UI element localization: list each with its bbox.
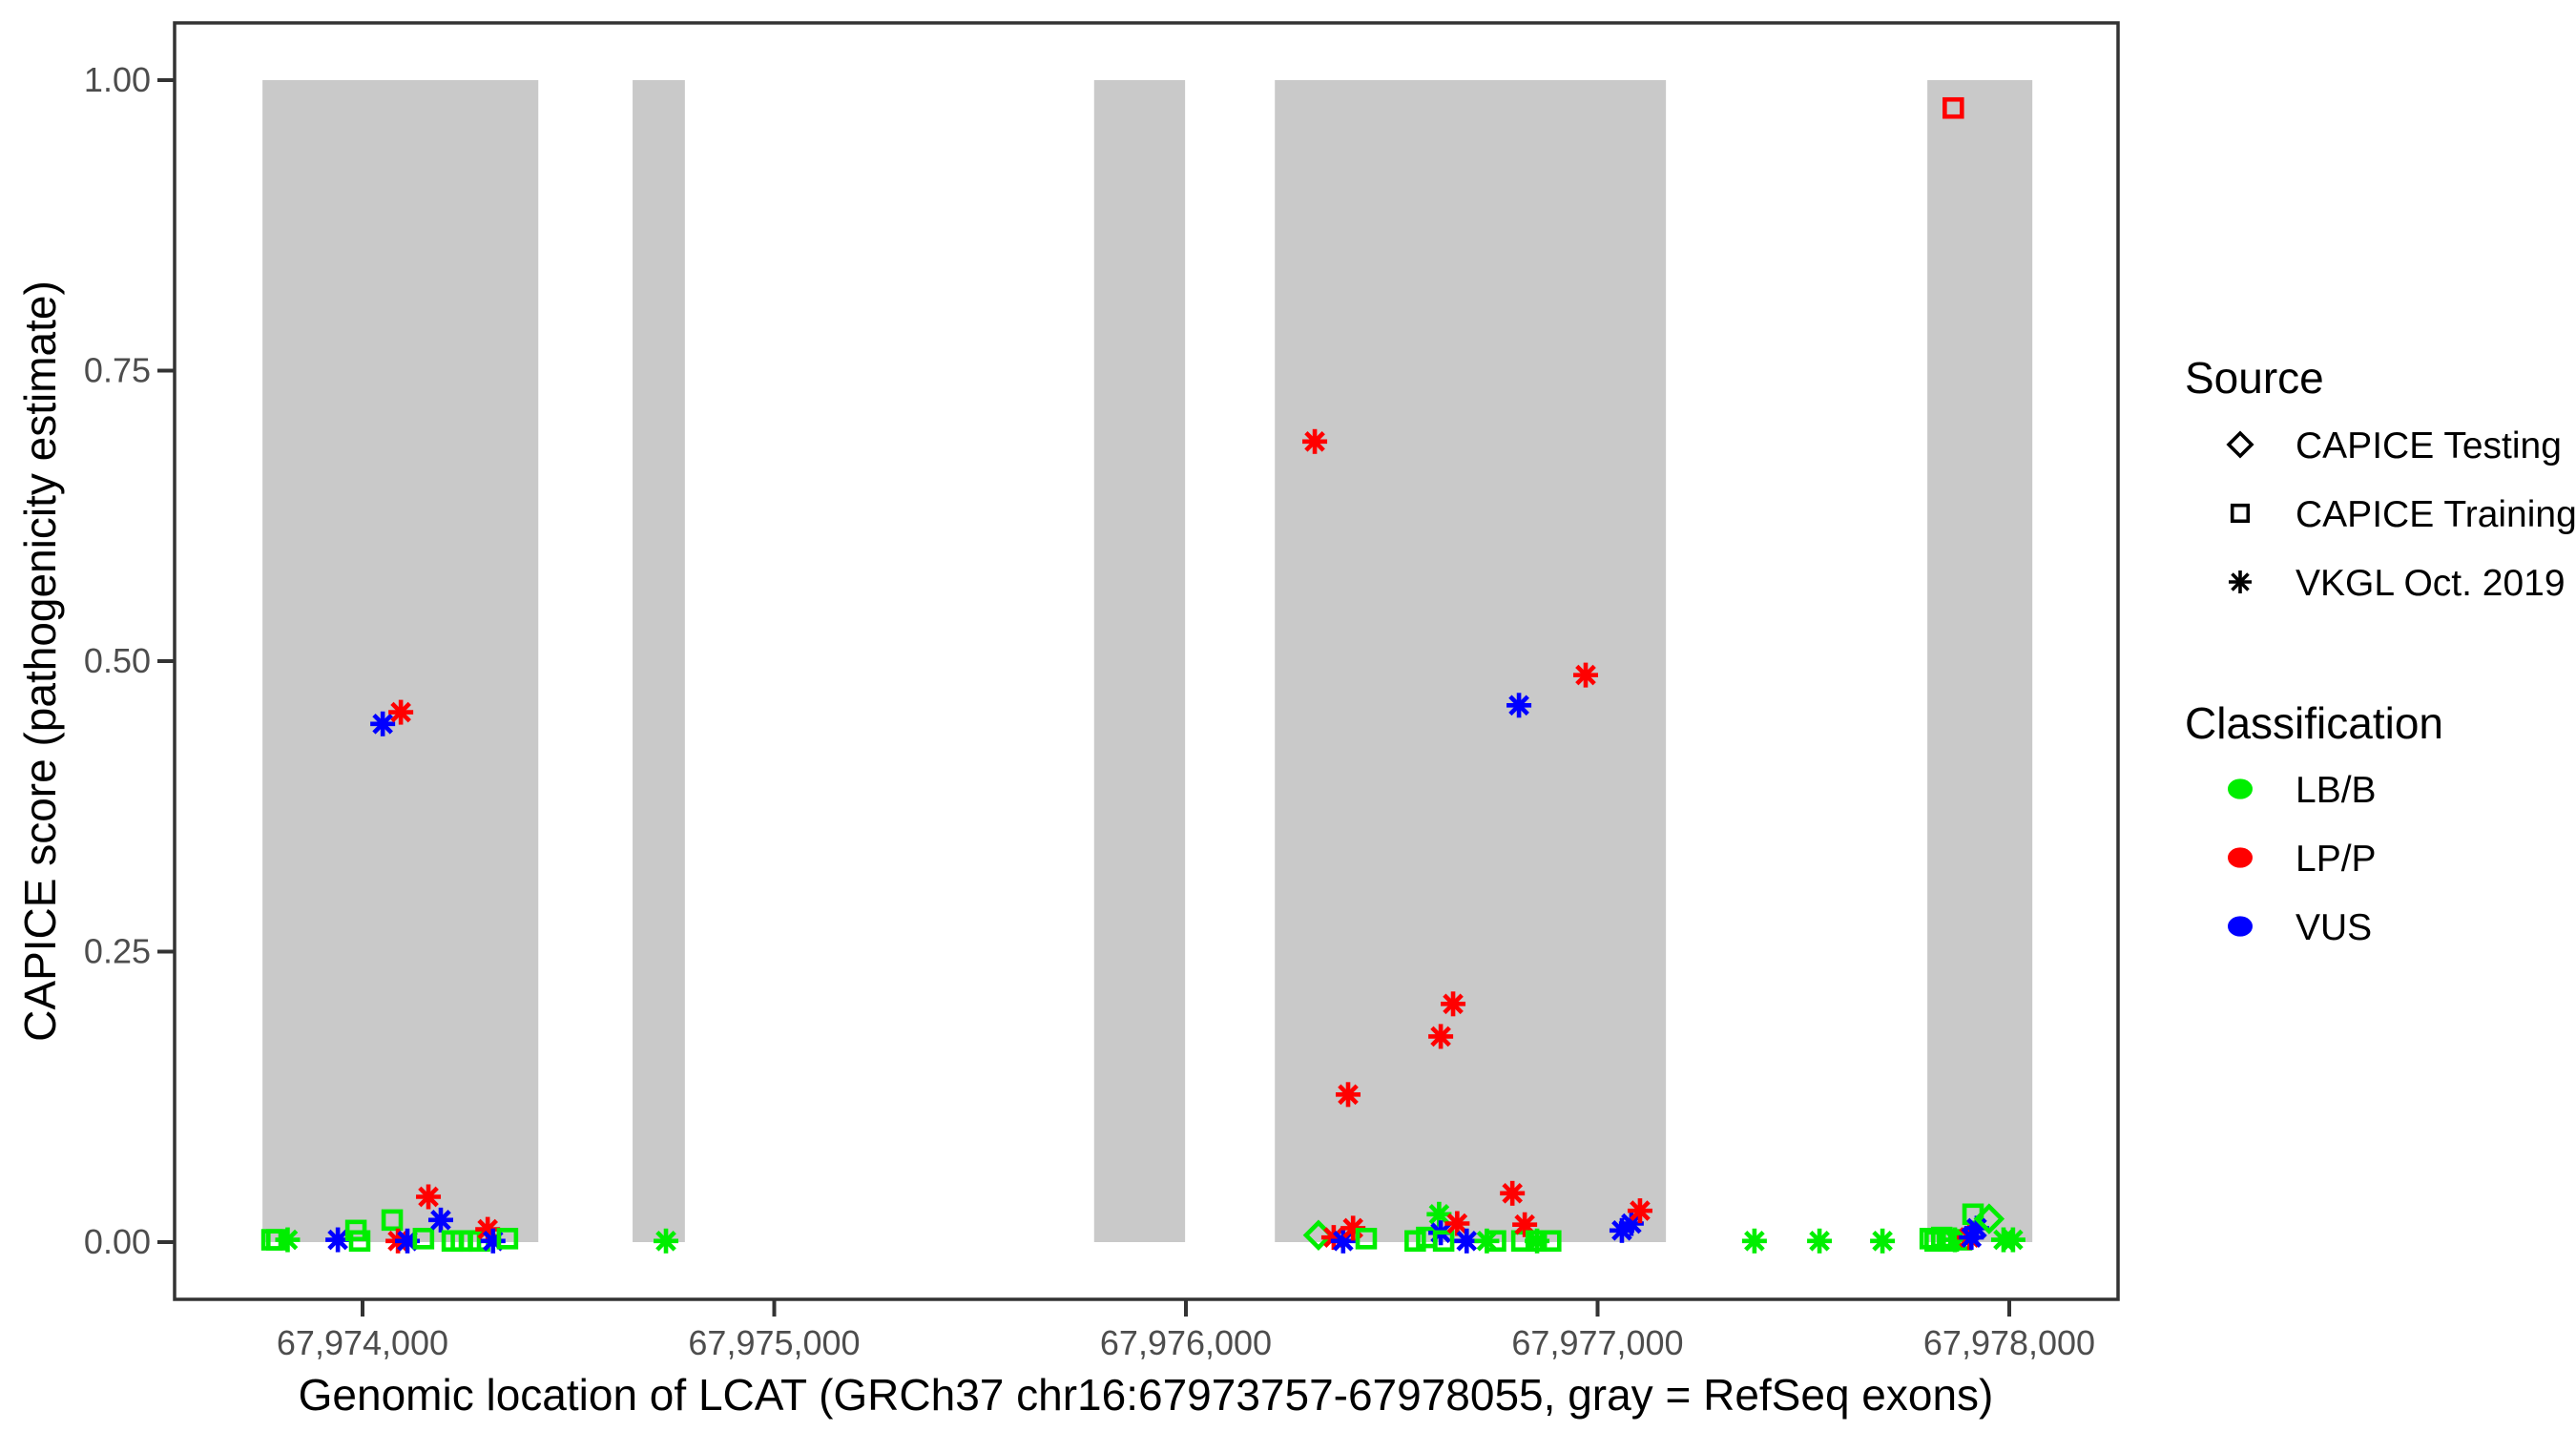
data-point	[1404, 1230, 1426, 1253]
data-point	[2000, 1227, 2025, 1253]
legend-item-capice-training: CAPICE Training	[2296, 494, 2576, 535]
legend: Source CAPICE Testing CAPICE Training VK…	[2185, 353, 2576, 948]
data-point	[1870, 1228, 1896, 1254]
data-point	[1428, 1024, 1454, 1049]
legend-item-lbb: LB/B	[2296, 770, 2377, 811]
exon-band	[262, 80, 539, 1242]
y-tick-label: 0.75	[84, 351, 151, 390]
legend-marker-square	[2230, 503, 2251, 524]
y-tick-label: 0.25	[84, 932, 151, 971]
legend-source-markers	[2226, 430, 2254, 593]
data-point	[475, 1216, 501, 1242]
legend-item-vkgl: VKGL Oct. 2019	[2296, 563, 2566, 604]
axes: 67,974,000 67,975,000 67,976,000 67,977,000…	[84, 60, 2095, 1362]
data-point	[275, 1227, 301, 1253]
data-point	[1942, 96, 1964, 119]
data-point	[370, 711, 396, 736]
data-point	[388, 699, 414, 725]
data-point	[381, 1209, 404, 1232]
data-point	[1627, 1198, 1652, 1224]
legend-source-title: Source	[2185, 353, 2324, 403]
data-point	[1336, 1082, 1361, 1108]
y-tick-label: 0.50	[84, 641, 151, 680]
x-tick-label: 67,976,000	[1100, 1323, 1272, 1362]
data-point	[1807, 1228, 1833, 1254]
data-point	[480, 1228, 506, 1254]
data-point	[1444, 1211, 1470, 1236]
data-point	[1973, 1203, 2005, 1234]
x-tick-label: 67,975,000	[688, 1323, 860, 1362]
data-points	[260, 96, 2025, 1254]
legend-marker-dot	[2228, 916, 2253, 937]
data-point	[654, 1228, 679, 1254]
data-point	[1540, 1230, 1562, 1253]
y-tick-label: 0.00	[84, 1222, 151, 1261]
exon-band	[1927, 80, 2033, 1242]
legend-item-lpp: LP/P	[2296, 839, 2377, 880]
legend-marker-diamond	[2226, 430, 2254, 459]
data-point	[412, 1228, 435, 1250]
legend-classification-title: Classification	[2185, 698, 2443, 748]
x-tick-label: 67,974,000	[277, 1323, 448, 1362]
x-tick-label: 67,977,000	[1511, 1323, 1683, 1362]
y-tick-label: 1.00	[84, 60, 151, 99]
data-point	[1618, 1211, 1644, 1236]
data-point	[1572, 662, 1598, 688]
legend-item-vus: VUS	[2296, 907, 2372, 948]
data-point	[427, 1207, 453, 1233]
legend-marker-asterisk	[2229, 570, 2252, 593]
exon-band	[1275, 80, 1667, 1242]
data-point	[1485, 1230, 1506, 1253]
data-point	[1302, 428, 1328, 454]
data-point	[416, 1184, 442, 1210]
legend-classification-markers	[2228, 778, 2253, 937]
exon-band	[1093, 80, 1186, 1242]
data-point	[1506, 693, 1532, 718]
exon-bands	[262, 80, 2033, 1242]
data-point	[1500, 1180, 1526, 1206]
exon-band	[633, 80, 685, 1242]
data-point	[1432, 1230, 1455, 1253]
data-point	[1355, 1228, 1378, 1250]
x-tick-label: 67,978,000	[1923, 1323, 2095, 1362]
data-point	[496, 1228, 519, 1250]
legend-marker-dot	[2228, 847, 2253, 868]
data-point	[1741, 1228, 1767, 1254]
legend-item-capice-testing: CAPICE Testing	[2296, 425, 2562, 467]
x-axis-title: Genomic location of LCAT (GRCh37 chr16:6…	[299, 1370, 1994, 1420]
y-axis-title: CAPICE score (pathogenicity estimate)	[15, 280, 65, 1042]
data-point	[325, 1227, 351, 1253]
data-point	[348, 1230, 371, 1253]
data-point	[1441, 991, 1466, 1017]
legend-marker-dot	[2228, 778, 2253, 799]
